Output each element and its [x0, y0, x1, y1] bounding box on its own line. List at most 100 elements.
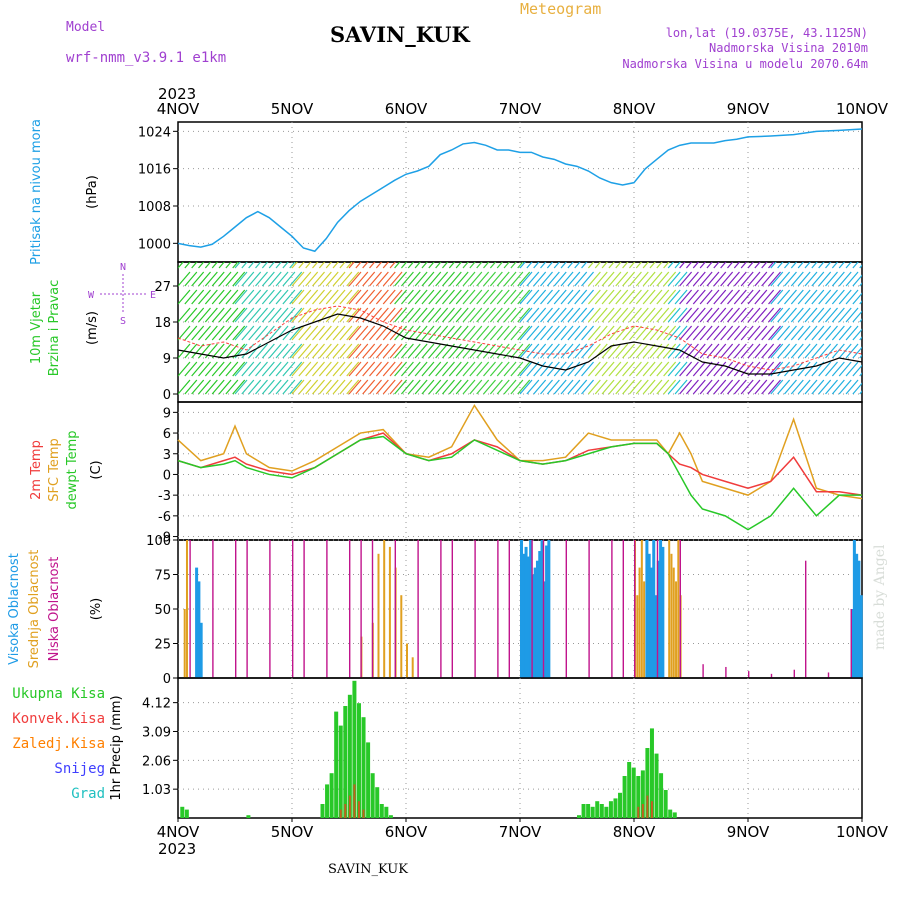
wind-barb	[754, 343, 768, 359]
wind-barb	[852, 274, 862, 287]
wind-barb	[489, 262, 497, 269]
cloud-high-bar	[531, 574, 535, 678]
wind-barb	[369, 271, 382, 287]
wind-barb	[225, 379, 239, 395]
wind-barb	[560, 289, 574, 305]
wind-barb	[526, 307, 540, 323]
wind-barb	[679, 361, 693, 377]
wind-barb	[318, 379, 332, 395]
wind-barb	[400, 379, 414, 395]
wind-barb	[318, 361, 332, 377]
precip-total-bar	[672, 812, 677, 818]
wind-barb	[587, 307, 601, 323]
y-tick-label: 18	[154, 316, 171, 331]
x-tick-label-bottom: 5NOV	[271, 823, 314, 841]
wind-barb	[355, 307, 369, 323]
wind-barb	[282, 271, 296, 287]
wind-barb	[615, 361, 629, 377]
wind-barb	[476, 325, 490, 341]
wind-barb	[178, 262, 184, 269]
wind-barb	[533, 271, 547, 287]
wind-barb	[462, 289, 476, 305]
wind-barb	[248, 361, 262, 377]
wind-barb	[733, 325, 747, 341]
wind-barb	[727, 379, 740, 395]
wind-barb	[298, 262, 305, 269]
wind-barb	[692, 379, 706, 395]
cloud-high-bar	[542, 581, 546, 678]
wind-barb	[622, 289, 636, 305]
wind-barb	[191, 289, 205, 305]
wind-barb	[261, 343, 275, 359]
wind-barb	[469, 361, 483, 377]
wind-barb	[305, 271, 319, 287]
wind-barb	[784, 343, 797, 359]
wind-barb	[594, 361, 608, 377]
wind-barb	[298, 289, 312, 305]
wind-barb	[601, 307, 615, 323]
wind-barb	[663, 379, 677, 395]
wind-barb	[674, 271, 688, 287]
wind-barb	[332, 361, 346, 377]
wind-barb	[685, 307, 699, 323]
wind-barb	[656, 325, 670, 341]
wind-barb	[546, 343, 560, 359]
wind-barb	[211, 262, 219, 269]
wind-barb	[560, 271, 574, 287]
wind-barb	[355, 325, 369, 341]
cloud-low-bar	[440, 540, 442, 678]
x-tick-label-top: 7NOV	[499, 100, 542, 118]
wind-speed-line	[177, 313, 863, 375]
wind-barb	[282, 262, 289, 269]
wind-barb	[268, 271, 282, 287]
wind-barb	[462, 361, 476, 377]
wind-barb	[421, 379, 435, 395]
wind-barb	[369, 262, 376, 269]
wind-barb	[770, 262, 777, 269]
altitude-model-label: Nadmorska Visina u modelu 2070.64m	[622, 57, 868, 71]
cloud-high-bar	[850, 609, 854, 678]
precip-total-bar	[645, 748, 650, 818]
wind-barb	[496, 307, 510, 323]
precip-conv-bar	[339, 809, 342, 818]
wind-barb	[355, 271, 369, 287]
wind-barb	[483, 307, 496, 323]
wind-barb	[692, 262, 700, 269]
cloud-low-bar	[189, 540, 191, 678]
wind-barb	[526, 379, 540, 395]
wind-barb	[510, 379, 524, 395]
cloud-high-bar	[526, 556, 530, 678]
cloud-low-bar	[292, 540, 294, 678]
wind-barb	[733, 361, 747, 377]
wind-barb	[225, 262, 232, 269]
year-label-top: 2023	[158, 85, 196, 103]
pressure-line	[177, 128, 863, 253]
wind-barb	[362, 325, 376, 341]
wind-barb	[667, 379, 681, 395]
wind-barb	[797, 307, 811, 323]
wind-barb	[790, 289, 804, 305]
wind-barb	[241, 361, 255, 377]
wind-barb	[421, 361, 435, 377]
wind-barb	[517, 271, 531, 287]
wind-barb	[198, 325, 211, 341]
wind-barb	[747, 307, 761, 323]
wind-barb	[184, 379, 198, 395]
wind-barb	[533, 325, 547, 341]
wind-barb	[428, 325, 442, 341]
wind-barb	[804, 361, 818, 377]
wind-barb	[608, 289, 622, 305]
precip-unit: 1hr Precip (mm)	[109, 695, 124, 800]
wind-barb	[649, 289, 663, 305]
wind-barb	[428, 289, 442, 305]
wind-barb	[727, 262, 734, 269]
wind-barb	[594, 325, 608, 341]
wind-barb	[818, 262, 825, 269]
x-tick-label-top: 6NOV	[385, 100, 428, 118]
wind-barb	[346, 289, 360, 305]
wind-barb	[845, 343, 859, 359]
wind-barb	[382, 361, 396, 377]
wind-barb	[375, 379, 389, 395]
wind-barb	[777, 325, 791, 341]
wind-barb	[754, 271, 768, 287]
